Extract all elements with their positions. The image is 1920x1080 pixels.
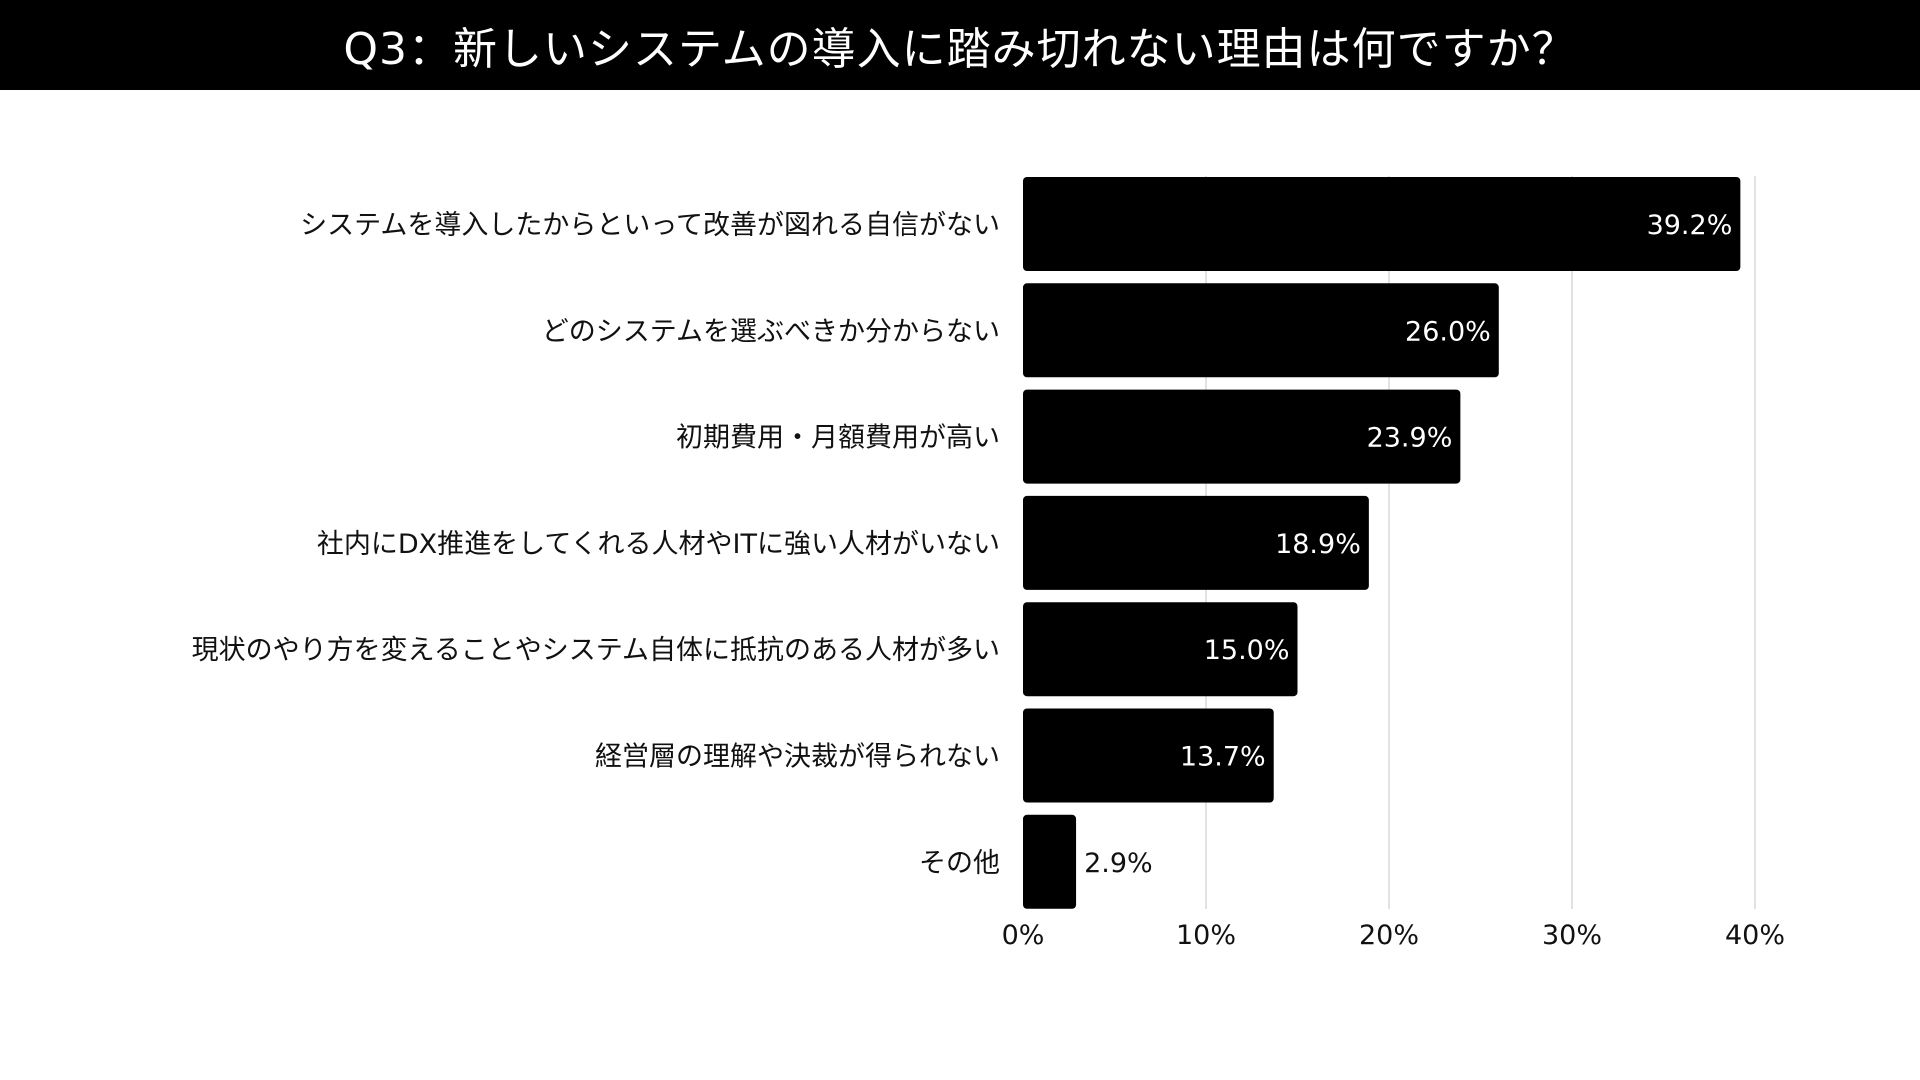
bar [1023, 708, 1274, 803]
bar [1023, 495, 1369, 590]
data-label: 18.9% [1275, 529, 1361, 560]
x-tick-label: 20% [1359, 920, 1419, 951]
category-label: システムを導入したからといって改善が図れる自信がない [300, 210, 1000, 241]
category-label: 経営層の理解や決裁が得られない [595, 742, 1000, 773]
category-label: どのシステムを選ぶべきか分からない [542, 316, 1000, 347]
bar [1023, 283, 1499, 378]
data-label: 26.0% [1405, 316, 1491, 347]
bar [1023, 177, 1741, 271]
data-label: 23.9% [1367, 423, 1453, 454]
value-labels: 39.2% 26.0% 23.9% 18.9% 15.0% 13.7% 2.9% [1084, 210, 1732, 879]
x-tick-label: 10% [1176, 920, 1236, 951]
bars [1023, 177, 1741, 909]
category-label: 初期費用・月額費用が高い [676, 423, 1000, 454]
category-label: 現状のやり方を変えることやシステム自体に抵抗のある人材が多い [192, 635, 1000, 666]
bar [1023, 602, 1298, 697]
chart-title: Q3：新しいシステムの導入に踏み切れない理由は何ですか？ [343, 24, 1577, 75]
x-tick-label: 30% [1542, 920, 1602, 951]
category-label: 社内にDX推進をしてくれる人材やITに強い人材がいない [317, 529, 1000, 560]
data-label: 39.2% [1647, 210, 1733, 241]
header-bar: Q3：新しいシステムの導入に踏み切れない理由は何ですか？ [0, 0, 1920, 90]
data-label: 2.9% [1084, 848, 1153, 879]
category-label: その他 [919, 848, 1000, 879]
x-tick-label: 40% [1725, 920, 1785, 951]
data-label: 15.0% [1204, 635, 1290, 666]
category-labels: システムを導入したからといって改善が図れる自信がないどのシステムを選ぶべきか分か… [192, 210, 1000, 879]
data-label: 13.7% [1180, 742, 1266, 773]
bar [1023, 389, 1461, 484]
bar [1023, 814, 1077, 909]
x-tick-label: 0% [1002, 920, 1045, 951]
x-axis-ticks: 0% 10% 20% 30% 40% [1002, 920, 1785, 951]
